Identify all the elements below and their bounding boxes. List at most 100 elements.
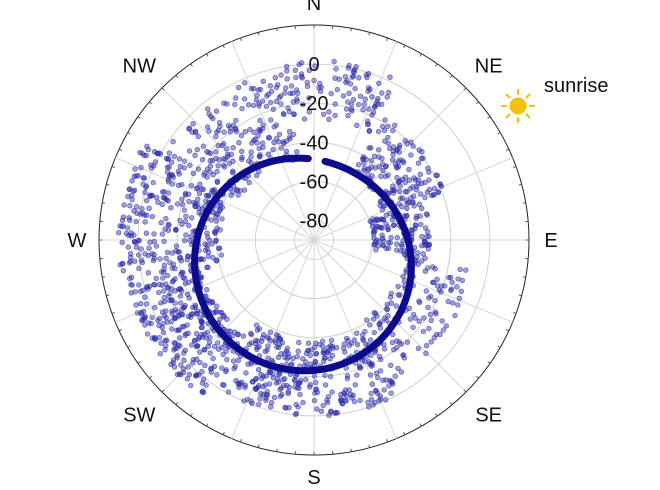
data-point [388,300,395,306]
data-point [210,355,216,362]
data-point [236,384,242,391]
angular-tick [435,63,438,67]
data-point [383,317,389,324]
angular-tick [350,28,352,32]
data-point [295,348,301,354]
data-point [222,156,229,163]
data-point [168,205,174,211]
data-point [428,317,434,323]
data-point [439,283,445,289]
radial-tick-label: 0 [308,54,319,76]
angular-tick [403,44,406,49]
data-point [224,356,230,363]
angular-tick [137,116,141,119]
angular-tick [476,101,480,105]
data-point [246,179,252,186]
data-point [283,405,289,411]
data-point [440,327,446,333]
data-point [254,344,260,351]
data-point [162,337,168,344]
data-point [186,148,193,154]
data-point [376,164,382,170]
data-point [390,151,396,158]
data-point [196,372,202,378]
data-point [169,265,176,271]
data-point [422,255,428,261]
data-point [161,269,167,275]
data-point [384,306,390,312]
data-point [145,286,151,292]
data-point [419,205,425,212]
data-point [418,221,424,228]
data-point [383,397,389,403]
data-point [233,125,239,132]
data-point [357,365,363,371]
data-point [188,183,195,189]
data-point [233,378,239,384]
data-point [306,95,312,101]
data-point [278,72,284,78]
data-point [129,196,135,203]
data-point [174,353,180,359]
data-point [306,109,312,115]
data-point [387,210,393,217]
angular-tick [106,183,110,186]
data-point [244,396,251,403]
data-point [368,352,374,358]
data-point [415,160,422,166]
data-point [344,373,351,379]
data-point [211,188,217,194]
grid-spoke [313,41,397,241]
data-point [376,147,382,153]
data-point [293,410,300,417]
data-point [277,386,283,393]
data-point [295,404,301,410]
data-point [283,148,289,154]
data-point [387,294,394,300]
data-point [368,145,374,151]
angular-tick [463,389,467,393]
data-point [328,409,334,415]
data-point [174,201,181,207]
data-point [181,158,188,164]
data-point [176,171,183,177]
data-point [126,276,133,282]
data-point [415,177,422,183]
data-point [205,264,211,270]
data-point [132,166,138,172]
data-point [385,239,392,246]
data-point [154,194,160,201]
data-point [386,89,392,96]
data-point [146,245,152,251]
data-point [349,108,355,114]
data-point [404,205,410,212]
data-point [360,337,367,343]
data-point [254,172,260,179]
data-point [283,85,289,91]
data-point [417,191,424,197]
data-point [428,293,434,300]
angular-tick [190,413,193,417]
angular-tick [497,345,501,348]
data-point [179,324,186,330]
data-point [420,328,427,335]
data-point [146,205,152,212]
data-point [404,339,411,345]
data-point [267,83,273,89]
data-point [214,372,220,378]
data-point [278,351,284,357]
data-point [143,152,150,159]
data-point [161,262,168,268]
data-point [249,140,255,146]
data-point [167,297,173,304]
data-point [213,133,219,140]
data-point [230,145,236,151]
data-point [149,251,155,257]
data-point [367,86,373,93]
data-point [238,132,245,139]
data-point [201,347,208,353]
data-point [399,204,405,210]
data-point [273,136,280,142]
data-point [381,341,387,348]
data-point [143,230,150,236]
